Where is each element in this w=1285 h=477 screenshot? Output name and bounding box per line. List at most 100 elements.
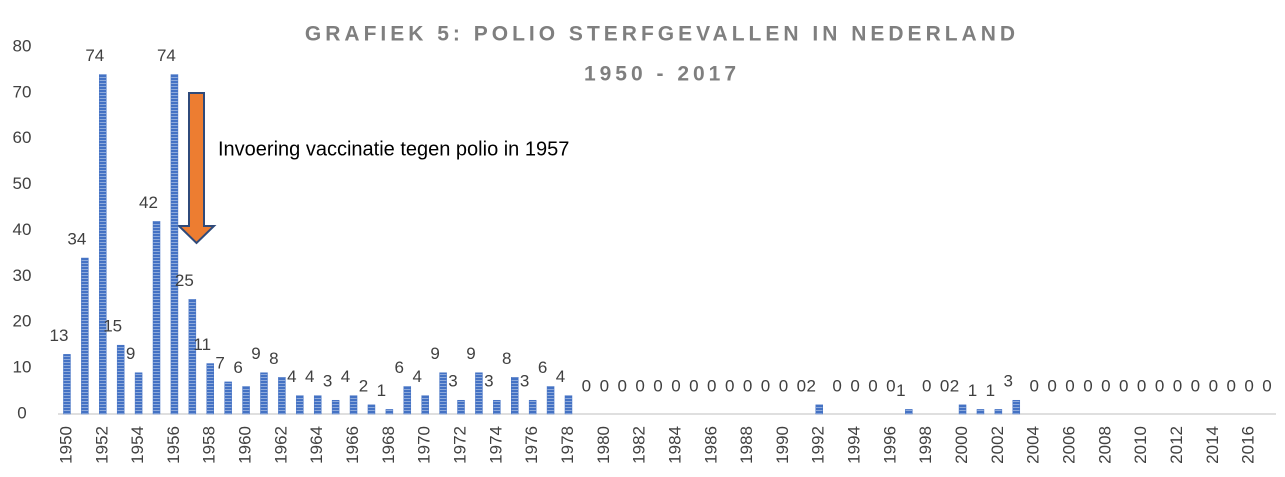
data-label: 0 xyxy=(743,376,752,395)
data-label: 0 xyxy=(832,376,841,395)
bar xyxy=(242,386,250,415)
data-label: 0 xyxy=(1191,376,1200,395)
data-label: 0 xyxy=(761,376,770,395)
x-tick-label: 1976 xyxy=(522,426,541,464)
y-tick-label: 70 xyxy=(13,82,32,101)
bar xyxy=(457,399,465,415)
data-label: 2 xyxy=(950,376,959,395)
data-label: 0 xyxy=(1173,376,1182,395)
data-label: 3 xyxy=(484,372,493,391)
x-tick-label: 1996 xyxy=(880,426,899,464)
data-label: 42 xyxy=(139,193,158,212)
data-label: 0 xyxy=(1155,376,1164,395)
x-tick-label: 1986 xyxy=(701,426,720,464)
bar xyxy=(439,372,447,415)
data-label: 1 xyxy=(896,381,905,400)
data-label: 4 xyxy=(412,367,421,386)
bar xyxy=(99,74,107,415)
data-label: 2 xyxy=(359,376,368,395)
data-label: 11 xyxy=(193,335,211,354)
data-label: 8 xyxy=(269,349,278,368)
x-tick-label: 1966 xyxy=(343,426,362,464)
bar xyxy=(278,377,286,415)
y-tick-label: 50 xyxy=(13,174,32,193)
data-label: 13 xyxy=(49,326,68,345)
data-label: 0 xyxy=(671,376,680,395)
data-label: 8 xyxy=(502,349,511,368)
data-label: 4 xyxy=(556,367,565,386)
data-label: 0 xyxy=(689,376,698,395)
bar xyxy=(528,399,537,415)
arrow xyxy=(176,92,217,245)
data-label: 9 xyxy=(430,344,439,363)
data-label: 0 xyxy=(1209,376,1218,395)
data-label: 1 xyxy=(986,381,995,400)
data-label: 0 xyxy=(1065,376,1074,395)
data-label: 0 xyxy=(1119,376,1128,395)
bar xyxy=(331,399,340,415)
x-tick-label: 1974 xyxy=(486,426,505,464)
bar xyxy=(994,409,1003,415)
data-label: 3 xyxy=(448,372,457,391)
data-label: 0 xyxy=(582,376,591,395)
bar xyxy=(296,395,304,415)
y-tick-label: 0 xyxy=(17,403,26,422)
x-tick-label: 2016 xyxy=(1239,426,1258,464)
data-label: 3 xyxy=(323,372,332,391)
x-tick-label: 1998 xyxy=(916,426,935,464)
data-label: 9 xyxy=(251,344,260,363)
bar xyxy=(313,395,322,415)
data-label: 0 xyxy=(1244,376,1253,395)
data-label: 0 xyxy=(635,376,644,395)
x-tick-label: 1992 xyxy=(809,426,828,464)
x-tick-label: 1972 xyxy=(450,426,469,464)
data-label: 74 xyxy=(157,46,176,65)
data-label: 34 xyxy=(67,230,86,249)
data-label: 1 xyxy=(968,381,977,400)
y-tick-label: 60 xyxy=(13,128,32,147)
y-tick-label: 40 xyxy=(13,220,32,239)
bar xyxy=(367,404,376,415)
data-label: 0 xyxy=(797,376,806,395)
bar xyxy=(385,409,394,415)
x-tick-label: 1958 xyxy=(200,426,219,464)
data-label: 9 xyxy=(126,344,135,363)
x-tick-label: 1978 xyxy=(558,426,577,464)
bar xyxy=(206,363,214,415)
x-tick-label: 2006 xyxy=(1059,426,1078,464)
data-label: 0 xyxy=(617,376,626,395)
data-label: 25 xyxy=(175,271,194,290)
bar xyxy=(475,372,483,415)
bar xyxy=(958,404,967,415)
data-label: 3 xyxy=(1004,372,1013,391)
bar xyxy=(63,354,71,415)
x-tick-label: 1970 xyxy=(415,426,434,464)
data-label: 2 xyxy=(807,376,816,395)
bar xyxy=(403,386,412,415)
x-tick-label: 1988 xyxy=(737,426,756,464)
bar xyxy=(1012,399,1021,415)
x-tick-label: 1990 xyxy=(773,426,792,464)
data-label: 15 xyxy=(103,317,122,336)
data-label: 0 xyxy=(886,376,895,395)
data-label: 9 xyxy=(466,344,475,363)
data-label: 0 xyxy=(1137,376,1146,395)
x-tick-label: 1950 xyxy=(56,426,75,464)
bar xyxy=(170,74,179,415)
x-tick-label: 1984 xyxy=(665,426,684,464)
data-label: 4 xyxy=(305,367,314,386)
x-tick-label: 2000 xyxy=(952,426,971,464)
data-label: 0 xyxy=(1047,376,1056,395)
bar xyxy=(260,372,268,415)
x-tick-label: 1982 xyxy=(630,426,649,464)
bar xyxy=(421,395,429,415)
bar xyxy=(905,409,913,415)
y-tick-label: 10 xyxy=(13,358,32,377)
data-label: 0 xyxy=(850,376,859,395)
bar xyxy=(152,221,161,415)
data-label: 0 xyxy=(725,376,734,395)
data-label: 4 xyxy=(287,367,296,386)
x-tick-label: 1962 xyxy=(271,426,290,464)
data-label: 0 xyxy=(1262,376,1271,395)
